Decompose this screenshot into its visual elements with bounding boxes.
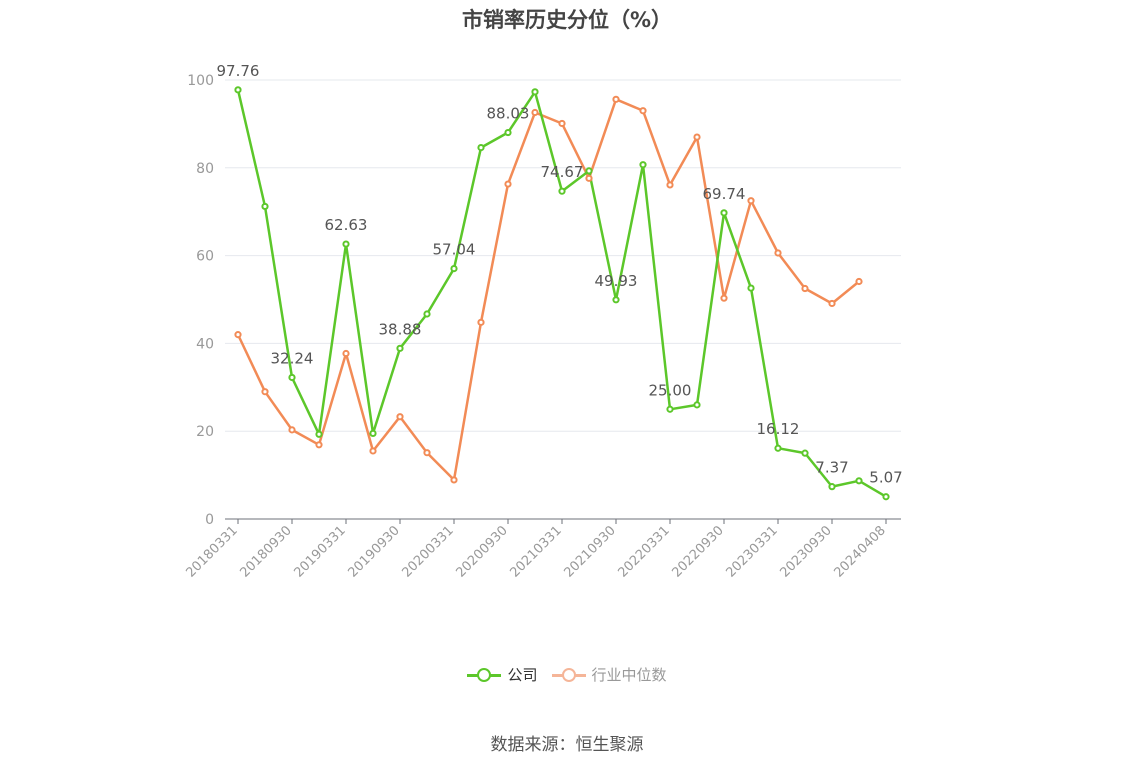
industry-point <box>423 449 431 457</box>
data-labels: 97.76 32.24 62.63 38.88 57.04 88.03 74.67 49.93… <box>217 62 903 487</box>
industry-point <box>477 318 485 326</box>
x-tick-label: 20230331 <box>723 523 780 580</box>
company-point <box>612 296 620 304</box>
company-point <box>639 161 647 169</box>
data-label: 62.63 <box>325 216 368 234</box>
data-label: 97.76 <box>217 62 260 80</box>
x-tick-label: 20210930 <box>561 523 618 580</box>
company-point <box>369 429 377 437</box>
industry-point <box>828 299 836 308</box>
data-source: 数据来源：恒生聚源 <box>490 735 644 755</box>
x-axis: 2018033120180930201903312019093020200331… <box>183 518 901 581</box>
company-point <box>261 202 269 211</box>
industry-point <box>855 277 863 286</box>
company-point <box>477 144 485 152</box>
industry-point <box>639 107 647 115</box>
industry-line <box>236 98 860 482</box>
industry-point <box>288 426 296 434</box>
company-point <box>288 373 296 382</box>
company-point <box>342 240 350 248</box>
legend-industry-marker-icon <box>551 667 586 682</box>
x-tick-label: 20180930 <box>237 523 294 580</box>
data-label: 32.24 <box>271 349 314 367</box>
y-tick-label: 0 <box>205 512 214 528</box>
data-label: 49.93 <box>595 272 638 290</box>
company-point <box>693 401 701 409</box>
x-tick-label: 20220930 <box>669 523 726 580</box>
company-point <box>855 477 863 485</box>
x-tick-label: 20190331 <box>291 523 348 580</box>
industry-point <box>801 284 809 293</box>
company-point <box>801 449 809 457</box>
data-label: 69.74 <box>703 185 746 203</box>
x-tick-label: 20240408 <box>831 523 888 580</box>
industry-point <box>774 249 782 257</box>
y-tick-label: 100 <box>187 73 214 89</box>
data-label: 16.12 <box>757 420 800 438</box>
x-tick-label: 20230930 <box>777 523 834 580</box>
industry-point <box>342 349 350 358</box>
legend-item-industry[interactable]: 行业中位数 <box>551 664 667 685</box>
industry-point <box>585 174 593 182</box>
data-label: 88.03 <box>487 105 530 123</box>
y-tick-label: 60 <box>196 249 214 265</box>
legend-item-company[interactable]: 公司 <box>467 664 538 685</box>
company-point <box>315 430 323 438</box>
y-tick-label: 20 <box>196 424 214 440</box>
company-point <box>774 444 782 452</box>
x-tick-label: 20190930 <box>345 523 402 580</box>
data-label: 74.67 <box>541 163 584 181</box>
company-point <box>558 187 566 195</box>
x-tick-label: 20210331 <box>507 523 564 580</box>
x-tick-label: 20200930 <box>453 523 510 580</box>
company-point <box>747 284 755 292</box>
industry-point <box>747 197 755 205</box>
company-point <box>423 310 431 318</box>
legend-industry-label: 行业中位数 <box>591 666 667 684</box>
company-point <box>531 88 539 96</box>
industry-point <box>450 476 458 484</box>
y-axis: 0 20 40 60 80 100 <box>187 73 214 528</box>
industry-point <box>558 119 566 128</box>
industry-point <box>234 331 242 339</box>
legend-company-label: 公司 <box>507 666 538 684</box>
legend-company-marker-icon <box>467 667 502 682</box>
company-point <box>396 344 404 352</box>
industry-point <box>693 133 701 141</box>
data-label: 5.07 <box>869 469 902 487</box>
industry-point <box>720 294 728 302</box>
industry-point <box>612 95 620 103</box>
industry-point <box>315 441 323 449</box>
company-point <box>666 405 674 413</box>
industry-point <box>531 108 539 117</box>
industry-point <box>396 413 404 421</box>
data-label: 25.00 <box>649 381 692 399</box>
data-label: 38.88 <box>379 320 422 338</box>
industry-point <box>666 181 674 189</box>
x-tick-label: 20220331 <box>615 523 672 580</box>
x-tick-label: 20180331 <box>183 523 240 580</box>
company-point <box>828 483 836 491</box>
x-tick-label: 20200331 <box>399 523 456 580</box>
company-point <box>720 209 728 217</box>
legend: 公司 行业中位数 <box>0 664 1134 685</box>
industry-point <box>504 180 512 188</box>
chart-title: 市销率历史分位（%） <box>461 8 673 32</box>
company-point <box>234 86 242 94</box>
series-points <box>234 86 890 501</box>
company-point <box>450 264 458 273</box>
data-label: 7.37 <box>815 459 848 477</box>
industry-point <box>261 388 269 396</box>
line-chart: 0 20 40 60 80 100 201803312018093020190331201… <box>183 62 903 581</box>
y-tick-label: 40 <box>196 336 214 352</box>
data-label: 57.04 <box>433 241 476 259</box>
company-point <box>504 128 512 137</box>
company-point <box>882 493 890 501</box>
y-tick-label: 80 <box>196 161 214 177</box>
company-point <box>585 167 593 175</box>
industry-point <box>369 447 377 455</box>
grid-lines <box>225 79 901 432</box>
